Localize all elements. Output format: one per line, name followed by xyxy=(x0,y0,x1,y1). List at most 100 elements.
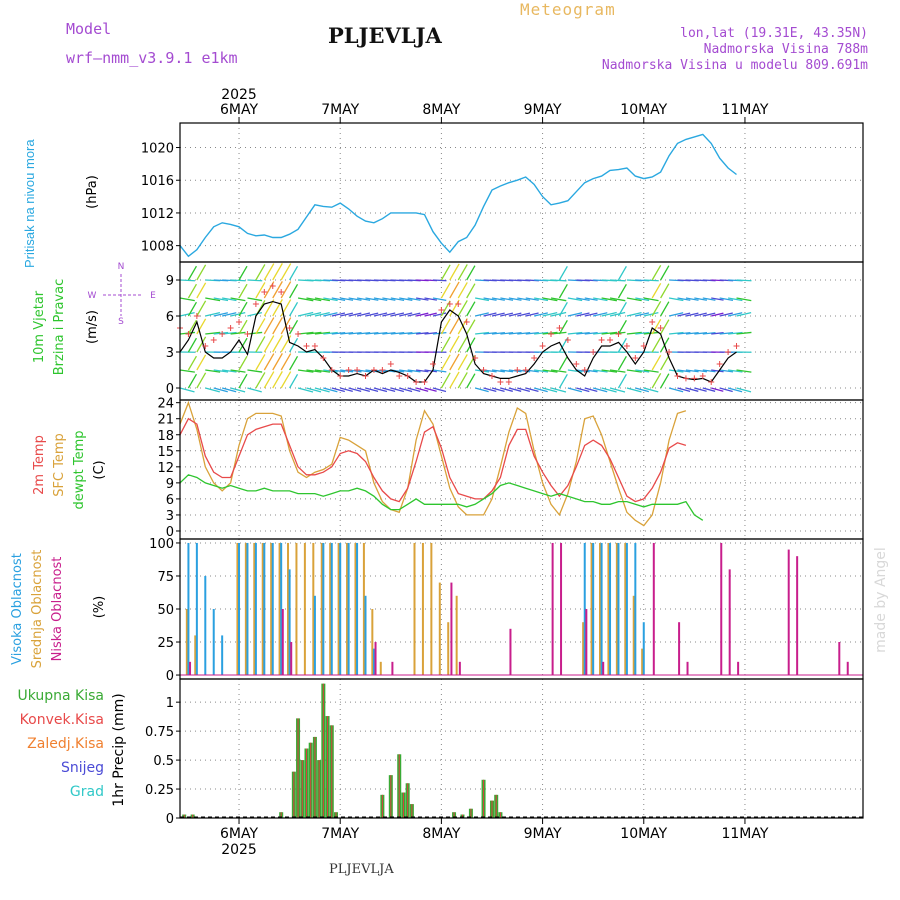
wind-arrow xyxy=(0,0,863,280)
cloud-high-bar xyxy=(254,542,257,676)
wind-gust-marker xyxy=(252,301,259,307)
wind-arrow xyxy=(685,369,699,373)
cloud-high-bar xyxy=(372,648,375,676)
wind-arrow xyxy=(187,373,197,389)
precip-conv-bar xyxy=(280,812,282,818)
wind-arrow xyxy=(0,0,821,388)
wind-gust-marker xyxy=(607,337,614,343)
wind-gust-marker xyxy=(261,289,268,295)
wind-arrow xyxy=(432,279,447,282)
wind-arrow xyxy=(280,263,292,281)
wind-gust-marker xyxy=(548,331,555,337)
wind-arrow xyxy=(0,0,762,280)
wind-arrow xyxy=(542,387,558,393)
wind-arrow xyxy=(0,0,770,280)
cloud-high-bar xyxy=(339,542,342,676)
wind-arrow xyxy=(694,312,707,317)
wind-arrow xyxy=(399,297,413,301)
wind-arrow xyxy=(0,0,787,298)
wind-arrow xyxy=(457,264,468,281)
cloud-high-bar xyxy=(246,542,249,676)
wind-arrow xyxy=(0,0,753,316)
wind-arrow xyxy=(576,297,590,301)
wind-arrow xyxy=(576,331,590,335)
wind-arrow xyxy=(390,297,405,301)
ytick-label-pressure-2: 1016 xyxy=(141,174,174,189)
wind-arrow xyxy=(668,331,684,335)
wind-arrow xyxy=(440,372,451,389)
wind-arrow xyxy=(407,331,421,335)
wind-arrow xyxy=(474,312,489,317)
wind-arrow xyxy=(0,0,753,352)
wind-arrow xyxy=(196,354,207,371)
wind-arrow xyxy=(0,0,745,316)
wind-arrow xyxy=(483,312,497,317)
wind-arrow xyxy=(457,300,468,317)
cloud-low-bar xyxy=(787,549,790,676)
wind-arrow xyxy=(0,0,753,280)
cloud-mid-bar xyxy=(270,542,273,676)
date-label-bottom: 11MAY xyxy=(721,826,768,842)
wind-arrow xyxy=(255,318,266,335)
wind-arrow xyxy=(297,369,314,373)
wind-arrow xyxy=(0,0,855,298)
cloud-mid-bar xyxy=(641,648,644,676)
wind-gust-marker xyxy=(682,375,689,382)
wind-arrow xyxy=(517,312,531,317)
wind-arrow xyxy=(0,0,821,298)
wind-arrow xyxy=(187,319,197,335)
precip-conv-bar xyxy=(461,814,463,818)
wind-arrow xyxy=(0,0,812,388)
precip-conv-bar xyxy=(381,794,383,818)
wind-arrow xyxy=(314,369,331,373)
wind-gust-marker xyxy=(649,319,656,325)
wind-arrow xyxy=(727,297,743,302)
compass-e: E xyxy=(150,291,156,301)
ytick-label-wind-1: 3 xyxy=(166,346,174,361)
ytick-label-precip-2: 0.5 xyxy=(153,754,174,769)
cloud-mid-bar xyxy=(303,542,306,676)
wind-arrow xyxy=(263,353,275,371)
cloud-mid-bar xyxy=(599,542,602,676)
wind-arrow xyxy=(542,297,558,302)
wind-arrow xyxy=(517,331,531,335)
wind-arrow xyxy=(196,372,207,389)
wind-arrow xyxy=(280,335,292,353)
wind-gust-marker xyxy=(269,283,276,289)
wind-arrow xyxy=(432,369,447,373)
wind-arrow xyxy=(719,331,734,335)
cloud-mid-bar xyxy=(430,542,433,676)
cloud-high-bar xyxy=(195,542,198,676)
wind-arrow xyxy=(230,369,246,373)
wind-arrow xyxy=(542,369,558,373)
wind-arrow xyxy=(255,354,266,371)
wind-arrow xyxy=(626,369,642,373)
wind-arrow xyxy=(558,337,568,353)
wind-arrow xyxy=(457,354,468,371)
ytick-label-temp-8: 24 xyxy=(157,397,174,412)
wind-arrow xyxy=(609,311,626,317)
wind-arrow xyxy=(314,311,330,317)
wind-arrow xyxy=(617,301,627,317)
wind-arrow xyxy=(0,0,745,388)
wind-arrow xyxy=(668,297,684,302)
cloud-low-bar xyxy=(458,661,461,676)
elevation-label: Nadmorska Visina 788m xyxy=(703,42,868,57)
wind-arrow xyxy=(213,331,229,335)
wind-arrow xyxy=(466,301,476,317)
wind-gust-marker xyxy=(480,367,487,373)
ytick-label-wind-0: 0 xyxy=(166,382,174,397)
wind-arrow xyxy=(550,279,567,282)
wind-arrow xyxy=(0,0,762,388)
temp-axis-title-1: 2m Temp xyxy=(32,435,47,495)
wind-arrow xyxy=(306,297,322,302)
wind-arrow xyxy=(685,387,699,392)
wind-gust-marker xyxy=(531,355,538,361)
wind-arrow xyxy=(609,297,626,302)
wind-arrow xyxy=(0,0,846,388)
wind-arrow xyxy=(196,300,207,317)
wind-arrow xyxy=(702,297,716,301)
wind-arrow xyxy=(238,301,248,317)
wind-arrow xyxy=(407,369,421,373)
cloud-low-bar xyxy=(737,661,740,676)
